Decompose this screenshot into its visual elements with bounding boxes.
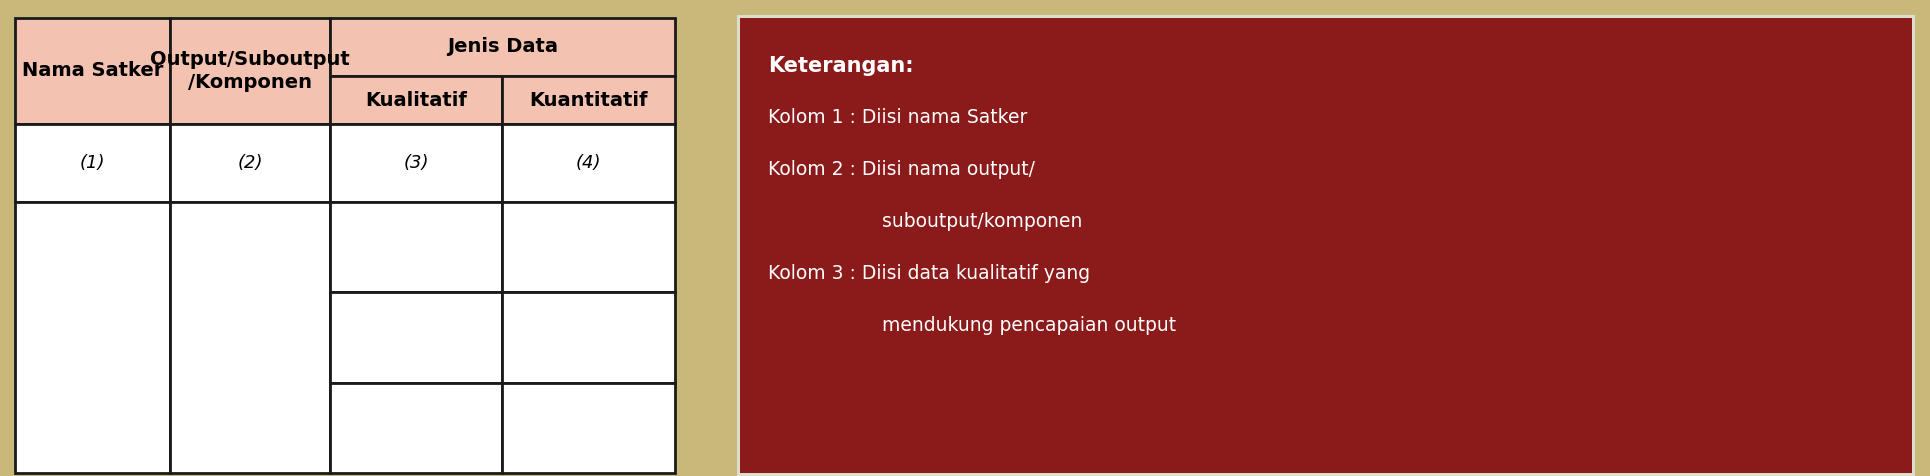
Text: Kuantitatif: Kuantitatif bbox=[529, 90, 648, 109]
Bar bbox=[502, 124, 676, 202]
Text: Kualitatif: Kualitatif bbox=[365, 90, 467, 109]
Bar bbox=[15, 18, 170, 124]
Bar bbox=[502, 292, 676, 383]
Text: (2): (2) bbox=[237, 154, 262, 172]
Bar bbox=[731, 10, 1920, 476]
Text: Kolom 3 : Diisi data kualitatif yang: Kolom 3 : Diisi data kualitatif yang bbox=[768, 264, 1090, 283]
Bar bbox=[170, 202, 330, 473]
Text: suboutput/komponen: suboutput/komponen bbox=[828, 212, 1083, 231]
Bar bbox=[330, 292, 502, 383]
Bar bbox=[502, 202, 676, 292]
Bar bbox=[739, 18, 1913, 473]
Bar bbox=[502, 76, 676, 124]
Bar bbox=[737, 15, 1915, 476]
Text: mendukung pencapaian output: mendukung pencapaian output bbox=[828, 316, 1175, 335]
Bar bbox=[330, 18, 676, 76]
Bar bbox=[330, 383, 502, 473]
Bar bbox=[330, 76, 502, 124]
Bar bbox=[330, 202, 502, 292]
Bar bbox=[15, 202, 170, 473]
Text: Kolom 1 : Diisi nama Satker: Kolom 1 : Diisi nama Satker bbox=[768, 108, 1027, 127]
Text: Keterangan:: Keterangan: bbox=[768, 56, 913, 76]
Text: (4): (4) bbox=[575, 154, 602, 172]
Bar bbox=[502, 383, 676, 473]
Bar bbox=[15, 124, 170, 202]
Text: (1): (1) bbox=[79, 154, 106, 172]
Bar bbox=[170, 124, 330, 202]
Text: (3): (3) bbox=[403, 154, 428, 172]
Text: Output/Suboutput
/Komponen: Output/Suboutput /Komponen bbox=[151, 50, 349, 92]
Text: Jenis Data: Jenis Data bbox=[448, 38, 558, 57]
Text: Kolom 2 : Diisi nama output/: Kolom 2 : Diisi nama output/ bbox=[768, 160, 1034, 179]
Bar bbox=[330, 124, 502, 202]
Bar bbox=[170, 18, 330, 124]
Text: Nama Satker: Nama Satker bbox=[21, 61, 164, 80]
